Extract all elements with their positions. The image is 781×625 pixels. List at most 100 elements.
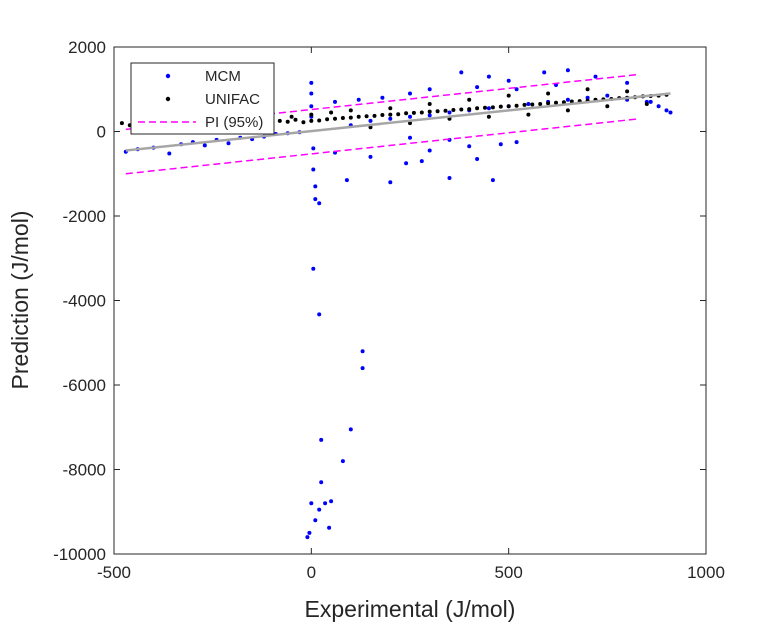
data-point	[447, 110, 452, 115]
data-point	[293, 117, 298, 122]
data-point	[289, 114, 294, 119]
y-axis-label: Prediction (J/mol)	[7, 211, 33, 390]
data-point	[309, 91, 314, 96]
data-point	[447, 176, 452, 180]
data-point	[498, 142, 503, 147]
data-point	[340, 116, 345, 120]
data-point	[419, 110, 424, 115]
data-point	[526, 112, 531, 117]
axis-ticks: -500 0 500 1000 -10000 -8000 -6000 -4000 -2000 0 2…	[53, 38, 725, 582]
data-point	[565, 68, 570, 73]
y-tick-label: -4000	[63, 292, 106, 311]
x-tick-label: 0	[307, 563, 316, 582]
data-point	[309, 104, 314, 109]
data-point	[333, 99, 337, 104]
data-point	[644, 102, 649, 106]
data-point	[404, 161, 409, 166]
x-tick-label: 1000	[687, 563, 725, 582]
data-point	[467, 97, 472, 102]
data-point	[526, 102, 531, 106]
data-point	[490, 178, 495, 183]
data-point	[451, 108, 456, 112]
data-point	[388, 112, 393, 117]
data-point	[305, 535, 310, 540]
data-point	[313, 197, 318, 202]
data-point	[585, 87, 590, 92]
data-point	[656, 104, 661, 109]
data-point	[360, 366, 365, 371]
data-point	[593, 74, 598, 79]
data-point	[344, 178, 349, 183]
data-point	[483, 105, 487, 110]
data-point	[360, 349, 365, 354]
y-tick-label: -8000	[63, 461, 106, 480]
data-point	[348, 108, 353, 113]
y-tick-label: -6000	[63, 376, 106, 395]
data-point	[546, 91, 551, 96]
data-point	[368, 154, 373, 159]
y-tick-label: 0	[97, 123, 106, 142]
data-point	[565, 97, 570, 102]
data-point	[490, 105, 495, 110]
data-point	[313, 184, 318, 189]
data-point	[368, 125, 373, 130]
data-point	[585, 95, 590, 100]
data-point	[435, 109, 440, 114]
data-point	[648, 99, 653, 104]
data-point	[404, 111, 409, 116]
x-tick-label: -500	[97, 563, 131, 582]
data-point	[506, 78, 511, 83]
data-point	[514, 140, 519, 145]
data-point	[313, 518, 318, 523]
data-point	[554, 100, 558, 105]
data-point	[356, 97, 361, 102]
data-point	[348, 115, 353, 120]
data-point	[327, 525, 332, 530]
data-point	[388, 116, 393, 121]
data-point	[467, 144, 472, 149]
data-point	[427, 109, 432, 114]
data-point	[396, 112, 401, 117]
data-point	[368, 118, 373, 123]
data-point	[311, 146, 316, 151]
legend: MCM UNIFAC PI (95%)	[130, 62, 275, 135]
data-point	[309, 501, 314, 506]
legend-marker	[165, 96, 171, 102]
data-point	[329, 499, 334, 504]
data-point	[317, 118, 322, 123]
data-point	[427, 113, 432, 118]
data-point	[309, 80, 314, 85]
data-point	[340, 459, 345, 464]
data-point	[546, 101, 551, 106]
data-point	[411, 110, 416, 115]
data-point	[408, 114, 412, 119]
prediction-interval-upper	[125, 73, 639, 131]
data-point	[388, 180, 393, 185]
data-point	[317, 312, 322, 317]
data-point	[202, 143, 207, 148]
data-point	[277, 118, 282, 123]
data-point	[486, 74, 491, 79]
data-point	[605, 93, 610, 98]
y-tick-label: -2000	[63, 207, 106, 226]
x-axis-label: Experimental (J/mol)	[305, 596, 516, 622]
data-point	[475, 157, 480, 161]
data-point	[311, 266, 316, 271]
data-point	[119, 121, 124, 126]
data-point	[486, 106, 491, 111]
data-point	[348, 427, 353, 432]
data-point	[333, 116, 337, 121]
data-point	[542, 70, 547, 75]
legend-marker	[165, 73, 171, 79]
data-point	[408, 135, 412, 140]
fit-line	[125, 92, 671, 152]
data-point	[565, 108, 570, 113]
data-point	[664, 108, 669, 113]
y-tick-label: -10000	[53, 545, 106, 564]
data-point	[538, 102, 543, 106]
data-point	[522, 102, 527, 107]
data-point	[419, 159, 424, 164]
data-point	[167, 151, 172, 156]
data-point	[514, 103, 519, 108]
